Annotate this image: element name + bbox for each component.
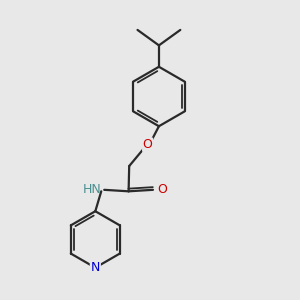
Text: O: O: [143, 138, 153, 151]
Text: HN: HN: [83, 183, 102, 196]
Text: N: N: [91, 261, 100, 274]
Text: O: O: [157, 183, 167, 196]
